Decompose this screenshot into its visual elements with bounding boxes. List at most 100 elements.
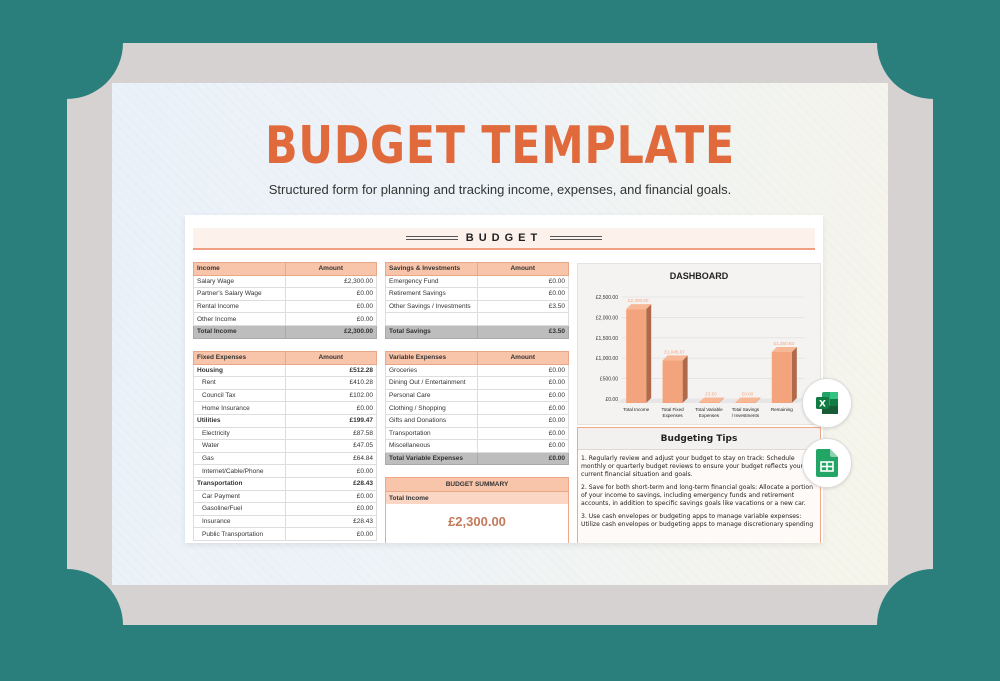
row-label[interactable]: Other Savings / Investments (385, 299, 478, 314)
google-sheets-badge[interactable] (802, 438, 852, 488)
row-amount[interactable]: £0.00 (284, 527, 377, 541)
row-amount[interactable]: £0.00 (284, 401, 377, 415)
frame-corner (11, 569, 123, 681)
row-label[interactable]: Gas (193, 451, 286, 466)
budget-banner: BUDGET (193, 228, 815, 250)
total-row: Total Income £2,300.00 (193, 324, 377, 339)
row-label[interactable]: Rental Income (193, 299, 286, 314)
row-amount[interactable]: £28.43 (284, 476, 377, 491)
row-amount[interactable]: £0.00 (284, 464, 377, 478)
row-label[interactable]: Council Tax (193, 388, 286, 403)
excel-icon: X (816, 392, 838, 414)
row-amount[interactable]: £0.00 (476, 426, 569, 441)
row-amount[interactable]: £0.00 (476, 287, 569, 301)
x-tick-label: / Investments (732, 413, 760, 418)
row-label[interactable]: Groceries (385, 363, 478, 378)
row-amount[interactable]: £0.00 (284, 312, 377, 326)
table-row: Water £47.05 (193, 439, 377, 453)
row-label[interactable]: Miscellaneous (385, 439, 478, 453)
row-amount[interactable]: £512.28 (284, 363, 377, 378)
total-amount: £2,300.00 (284, 324, 377, 339)
row-label[interactable]: Dining Out / Entertainment (385, 376, 478, 390)
y-tick-label: £0.00 (605, 397, 618, 403)
table-row: Transportation £0.00 (385, 426, 569, 441)
table-row: Gasoline/Fuel £0.00 (193, 502, 377, 516)
row-label[interactable]: Housing (193, 363, 286, 378)
y-tick-label: £1,000.00 (596, 356, 618, 362)
row-label[interactable]: Internet/Cable/Phone (193, 464, 286, 478)
row-label[interactable]: Water (193, 439, 286, 453)
row-label[interactable]: Gifts and Donations (385, 413, 478, 428)
row-amount[interactable]: £64.84 (284, 451, 377, 466)
row-amount[interactable]: £87.58 (284, 426, 377, 441)
row-amount[interactable]: £0.00 (476, 413, 569, 428)
dashboard-chart: DASHBOARD £0.00 £500.00 £1,000.00 £1,500.00… (577, 263, 821, 425)
income-table: Income Amount Salary Wage £2,300.00 Partner'… (193, 262, 377, 339)
row-label[interactable]: Transportation (193, 476, 286, 491)
row-amount[interactable]: £47.05 (284, 439, 377, 453)
row-label[interactable]: Insurance (193, 514, 286, 529)
row-label[interactable]: Home Insurance (193, 401, 286, 415)
fixed-expenses-table: Fixed Expenses Amount Housing £512.28 Rent £4… (193, 351, 377, 541)
row-label[interactable]: Clothing / Shopping (385, 401, 478, 415)
row-amount[interactable]: £410.28 (284, 376, 377, 390)
row-amount[interactable]: £0.00 (476, 401, 569, 415)
row-label[interactable]: Utilities (193, 413, 286, 428)
row-label[interactable]: Personal Care (385, 388, 478, 403)
data-label: £0.00 (742, 392, 754, 397)
row-amount[interactable]: £0.00 (476, 439, 569, 453)
row-label[interactable]: Transportation (385, 426, 478, 441)
row-label[interactable]: Car Payment (193, 489, 286, 504)
table-row: Other Savings / Investments £3.50 (385, 299, 569, 314)
row-label[interactable]: Public Transportation (193, 527, 286, 541)
table-row: Clothing / Shopping £0.00 (385, 401, 569, 415)
tip-item: 2. Save for both short-term and long-ter… (581, 484, 813, 507)
data-label: £1,045.67 (664, 349, 685, 354)
row-label[interactable]: Salary Wage (193, 274, 286, 289)
table-row: Gifts and Donations £0.00 (385, 413, 569, 428)
total-row: Total Variable Expenses £0.00 (385, 451, 569, 466)
row-amount[interactable]: £0.00 (284, 489, 377, 504)
row-amount[interactable]: £0.00 (476, 274, 569, 289)
row-label[interactable]: Retirement Savings (385, 287, 478, 301)
table-row: Emergency Fund £0.00 (385, 274, 569, 289)
row-label[interactable]: Partner's Salary Wage (193, 287, 286, 301)
google-sheets-icon (816, 449, 838, 477)
table-row: Gas £64.84 (193, 451, 377, 466)
total-amount: £0.00 (476, 451, 569, 466)
row-label[interactable]: Emergency Fund (385, 274, 478, 289)
table-row: Car Payment £0.00 (193, 489, 377, 504)
row-amount[interactable]: £102.00 (284, 388, 377, 403)
row-amount[interactable] (476, 312, 569, 326)
total-amount: £3.50 (476, 324, 569, 339)
row-amount[interactable]: £3.50 (476, 299, 569, 314)
column-header: Savings & Investments (385, 262, 478, 276)
x-tick-label: Expenses (699, 413, 720, 418)
row-amount[interactable]: £2,300.00 (284, 274, 377, 289)
row-amount[interactable]: £0.00 (284, 287, 377, 301)
total-label: Total Savings (385, 324, 478, 339)
tips-title: Budgeting Tips (578, 428, 820, 450)
table-header-row: Income Amount (193, 262, 377, 276)
column-header: Variable Expenses (385, 351, 478, 365)
tip-item: 3. Use cash envelopes or budgeting apps … (581, 513, 814, 528)
excel-badge[interactable]: X (802, 378, 852, 428)
row-amount[interactable]: £0.00 (476, 376, 569, 390)
table-header-row: Fixed Expenses Amount (193, 351, 377, 365)
svg-text:X: X (819, 400, 826, 410)
row-amount[interactable]: £199.47 (284, 413, 377, 428)
table-row: Miscellaneous £0.00 (385, 439, 569, 453)
row-amount[interactable]: £0.00 (476, 363, 569, 378)
column-header: Amount (476, 262, 569, 276)
row-label[interactable]: Other Income (193, 312, 286, 326)
row-label[interactable]: Electricity (193, 426, 286, 441)
row-amount[interactable]: £0.00 (284, 299, 377, 314)
row-amount[interactable]: £0.00 (476, 388, 569, 403)
x-tick-label: Total Savings (732, 407, 760, 412)
row-amount[interactable]: £28.43 (284, 514, 377, 529)
row-label[interactable]: Gasoline/Fuel (193, 502, 286, 516)
tip-item: 1. Regularly review and adjust your budg… (581, 455, 804, 478)
row-label[interactable] (385, 312, 478, 326)
row-label[interactable]: Rent (193, 376, 286, 390)
row-amount[interactable]: £0.00 (284, 502, 377, 516)
